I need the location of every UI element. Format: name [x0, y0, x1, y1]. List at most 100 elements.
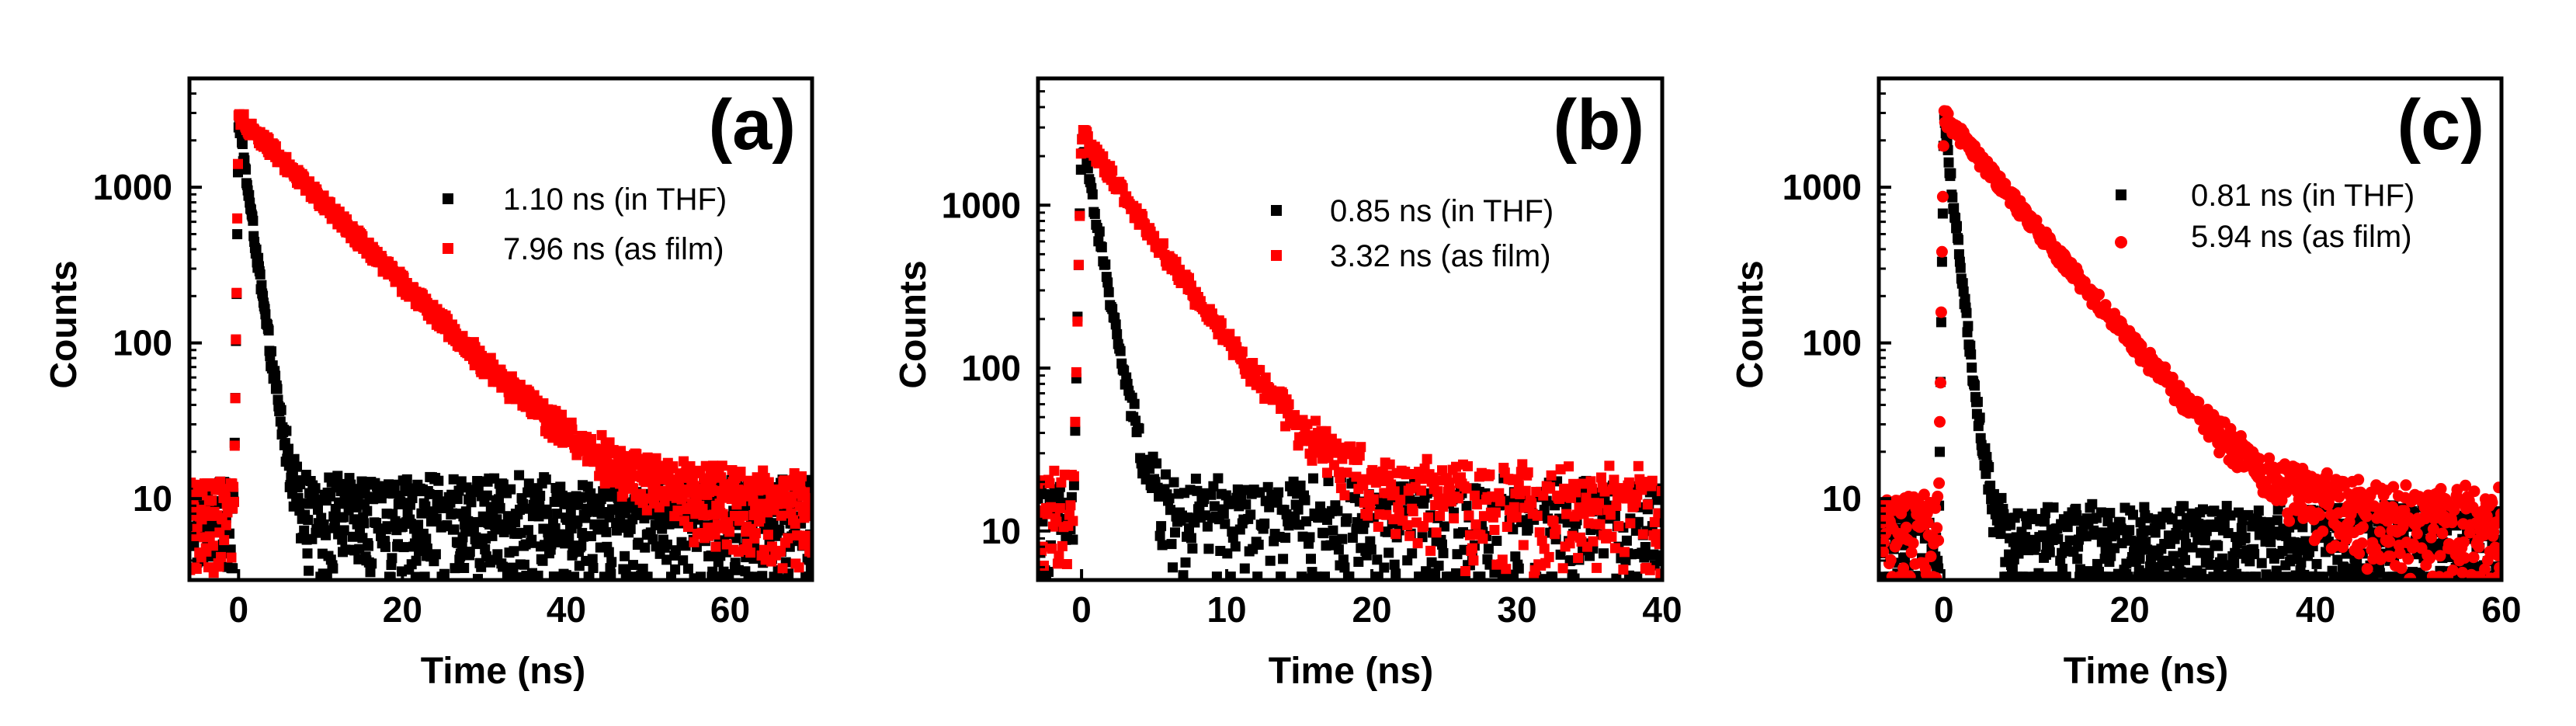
y-axis-title: Counts — [43, 260, 85, 388]
data-point — [1491, 536, 1502, 546]
data-point — [1168, 477, 1179, 488]
data-point — [689, 537, 700, 547]
data-point — [398, 542, 409, 553]
data-point — [1655, 568, 1662, 579]
data-point — [2139, 502, 2150, 512]
data-point — [310, 483, 321, 494]
data-point — [797, 471, 807, 481]
data-point — [419, 571, 430, 580]
data-point — [2297, 522, 2308, 533]
data-point — [1379, 562, 1390, 573]
data-point — [505, 484, 516, 495]
data-point — [2387, 481, 2400, 493]
x-tick-label: 20 — [2110, 589, 2150, 630]
data-point — [1633, 460, 1644, 471]
data-point — [1464, 530, 1475, 540]
data-point — [2105, 508, 2116, 519]
data-point — [1203, 544, 1214, 554]
data-point — [2189, 571, 2200, 580]
data-point — [1070, 416, 1081, 427]
data-point — [1961, 307, 1972, 318]
data-point — [328, 563, 338, 574]
data-point — [2101, 571, 2112, 580]
x-tick-label: 30 — [1497, 589, 1536, 630]
data-point — [757, 571, 768, 580]
y-tick-label: 1000 — [1783, 167, 1862, 207]
data-point — [1347, 533, 1358, 543]
data-point — [337, 534, 348, 545]
data-point — [1363, 510, 1373, 521]
data-point — [2048, 502, 2059, 513]
data-point — [1082, 131, 1093, 142]
data-point — [1178, 570, 1189, 580]
data-point — [1265, 555, 1276, 566]
data-point — [2467, 551, 2480, 564]
data-point — [724, 526, 735, 537]
data-point — [1402, 519, 1413, 530]
x-axis-title: Time (ns) — [421, 651, 585, 692]
data-point — [389, 482, 400, 493]
data-point — [1937, 140, 1949, 152]
data-point — [1338, 554, 1349, 565]
data-point — [1640, 542, 1651, 552]
data-point — [1557, 563, 1568, 574]
data-point — [1218, 509, 1229, 519]
data-point — [452, 494, 463, 505]
data-point — [1222, 548, 1233, 559]
data-point — [387, 553, 398, 564]
data-point — [661, 539, 672, 550]
data-point — [1342, 513, 1352, 524]
data-point — [1418, 521, 1429, 531]
data-point — [1543, 551, 1554, 562]
data-point — [1453, 493, 1463, 504]
data-point — [422, 544, 432, 554]
data-point — [1609, 474, 1620, 485]
data-point — [238, 109, 249, 120]
data-point — [1935, 245, 1948, 258]
data-point — [801, 538, 812, 549]
y-tick-label: 10 — [133, 478, 172, 519]
data-point — [2446, 564, 2459, 576]
data-point — [1308, 473, 1318, 484]
data-point — [2123, 571, 2133, 580]
series-film — [1038, 125, 1662, 580]
data-point — [1656, 550, 1662, 561]
data-point — [1302, 419, 1313, 429]
data-point — [1656, 486, 1662, 496]
data-point — [1984, 462, 1994, 473]
data-point — [1259, 518, 1270, 529]
x-axis-title: Time (ns) — [2064, 651, 2228, 692]
data-point — [1548, 516, 1559, 527]
x-tick-label: 40 — [1642, 589, 1682, 630]
data-point — [476, 561, 487, 572]
data-point — [2044, 547, 2055, 558]
data-point — [2383, 536, 2396, 547]
data-point — [1930, 571, 1942, 580]
data-point — [1502, 522, 1512, 532]
data-point — [1339, 562, 1350, 573]
data-point — [2150, 527, 2161, 538]
data-point — [1587, 483, 1597, 494]
data-point — [424, 488, 435, 499]
data-point — [1438, 547, 1449, 558]
data-point — [1935, 446, 1945, 457]
data-point — [1947, 192, 1958, 203]
data-point — [513, 571, 524, 580]
data-point — [1100, 259, 1111, 270]
data-point — [1272, 495, 1283, 506]
data-point — [711, 571, 722, 580]
data-point — [1953, 234, 1963, 245]
data-point — [1532, 510, 1543, 521]
data-point — [1632, 571, 1643, 580]
data-point — [395, 496, 406, 507]
data-point — [1039, 561, 1049, 571]
data-point — [642, 452, 653, 463]
data-point — [603, 547, 614, 558]
data-point — [430, 549, 441, 560]
data-point — [1333, 544, 1344, 555]
data-point — [1384, 459, 1395, 470]
data-point — [1107, 304, 1118, 314]
data-point — [587, 554, 598, 564]
data-point — [2143, 512, 2154, 523]
